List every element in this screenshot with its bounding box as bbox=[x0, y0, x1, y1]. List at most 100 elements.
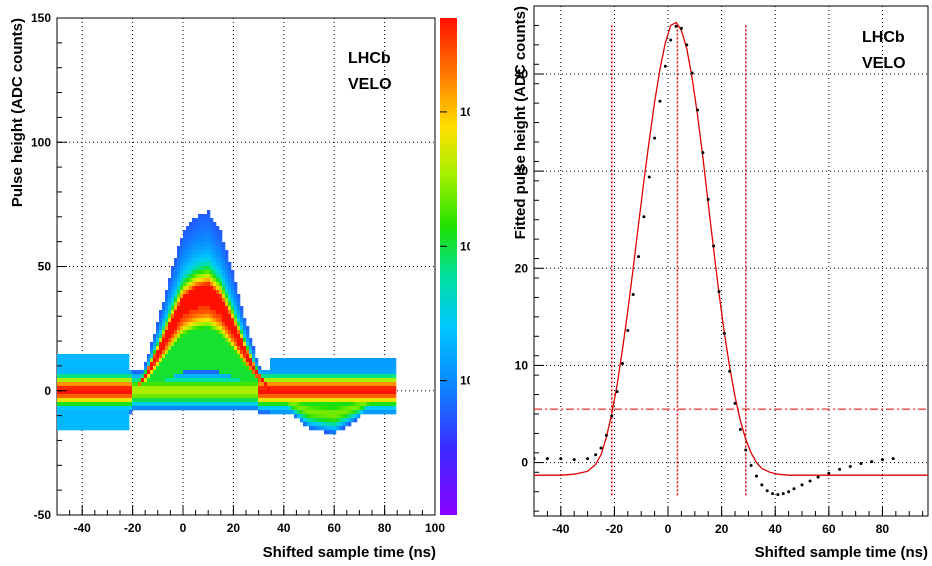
heatmap-cell bbox=[171, 378, 175, 383]
heatmap-cell bbox=[189, 326, 193, 331]
heatmap-cell bbox=[195, 270, 199, 275]
heatmap-cell bbox=[273, 386, 277, 391]
heatmap-cell bbox=[180, 298, 184, 303]
heatmap-cell bbox=[390, 370, 394, 375]
heatmap-cell bbox=[198, 286, 202, 291]
heatmap-cell bbox=[153, 362, 157, 367]
heatmap-cell bbox=[75, 358, 79, 363]
heatmap-cell bbox=[171, 342, 175, 347]
heatmap-cell bbox=[213, 290, 217, 295]
heatmap-cell bbox=[225, 374, 229, 379]
heatmap-cell bbox=[198, 334, 202, 339]
heatmap-cell bbox=[183, 310, 187, 315]
heatmap-cell bbox=[198, 230, 202, 235]
heatmap-cell bbox=[306, 418, 310, 423]
heatmap-cell bbox=[210, 258, 214, 263]
data-point bbox=[848, 464, 852, 468]
heatmap-cell bbox=[93, 406, 97, 411]
heatmap-cell bbox=[90, 422, 94, 427]
heatmap-cell bbox=[180, 286, 184, 291]
heatmap-cell bbox=[201, 362, 205, 367]
heatmap-cell bbox=[90, 354, 94, 359]
heatmap-cell bbox=[186, 230, 190, 235]
data-point bbox=[838, 467, 842, 471]
heatmap-cell bbox=[87, 406, 91, 411]
heatmap-cell bbox=[204, 226, 208, 231]
heatmap-cell bbox=[162, 338, 166, 343]
heatmap-cell bbox=[186, 306, 190, 311]
heatmap-cell bbox=[156, 402, 160, 407]
heatmap-cell bbox=[177, 262, 181, 267]
heatmap-cell bbox=[363, 406, 367, 411]
heatmap-cell bbox=[180, 270, 184, 275]
heatmap-cell bbox=[393, 406, 397, 411]
heatmap-cell bbox=[249, 374, 253, 379]
heatmap-cell bbox=[336, 362, 340, 367]
heatmap-cell bbox=[276, 410, 280, 415]
heatmap-cell bbox=[264, 386, 268, 391]
heatmap-cell bbox=[165, 330, 169, 335]
heatmap-cell bbox=[210, 378, 214, 383]
heatmap-cell bbox=[210, 262, 214, 267]
heatmap-cell bbox=[228, 402, 232, 407]
heatmap-cell bbox=[231, 398, 235, 403]
heatmap-cell bbox=[201, 270, 205, 275]
heatmap-cell bbox=[192, 286, 196, 291]
heatmap-cell bbox=[177, 294, 181, 299]
heatmap-cell bbox=[207, 306, 211, 311]
heatmap-cell bbox=[168, 406, 172, 411]
heatmap-cell bbox=[168, 298, 172, 303]
heatmap-cell bbox=[180, 310, 184, 315]
heatmap-cell bbox=[204, 402, 208, 407]
heatmap-cell bbox=[318, 406, 322, 411]
heatmap-cell bbox=[96, 370, 100, 375]
heatmap-cell bbox=[315, 378, 319, 383]
heatmap-cell bbox=[78, 414, 82, 419]
heatmap-cell bbox=[237, 314, 241, 319]
heatmap-cell bbox=[348, 390, 352, 395]
heatmap-cell bbox=[111, 414, 115, 419]
heatmap-cell bbox=[345, 402, 349, 407]
heatmap-cell bbox=[120, 358, 124, 363]
heatmap-cell bbox=[210, 238, 214, 243]
heatmap-cell bbox=[120, 410, 124, 415]
heatmap-cell bbox=[192, 274, 196, 279]
heatmap-cell bbox=[126, 406, 130, 411]
heatmap-cell bbox=[354, 418, 358, 423]
heatmap-cell bbox=[318, 410, 322, 415]
series bbox=[534, 21, 928, 497]
heatmap-cell bbox=[336, 410, 340, 415]
heatmap-cell bbox=[243, 358, 247, 363]
heatmap-cell bbox=[150, 350, 154, 355]
heatmap-cell bbox=[348, 422, 352, 427]
heatmap-cell bbox=[177, 278, 181, 283]
heatmap-cell bbox=[249, 342, 253, 347]
heatmap-cell bbox=[327, 430, 331, 435]
heatmap-cell bbox=[93, 402, 97, 407]
heatmap-cell bbox=[189, 318, 193, 323]
heatmap-cell bbox=[159, 358, 163, 363]
heatmap-cell bbox=[210, 374, 214, 379]
heatmap-cell bbox=[360, 382, 364, 387]
heatmap-cell bbox=[57, 366, 61, 371]
heatmap-cell bbox=[102, 374, 106, 379]
heatmap-cell bbox=[303, 374, 307, 379]
heatmap-cell bbox=[150, 394, 154, 399]
heatmap-cell bbox=[189, 398, 193, 403]
heatmap-cell bbox=[321, 374, 325, 379]
heatmap-cell bbox=[186, 346, 190, 351]
heatmap-cell bbox=[69, 414, 73, 419]
heatmap-cell bbox=[213, 394, 217, 399]
heatmap-cell bbox=[372, 374, 376, 379]
heatmap-cell bbox=[234, 394, 238, 399]
heatmap-cell bbox=[255, 366, 259, 371]
heatmap-cell bbox=[210, 322, 214, 327]
heatmap-cell bbox=[183, 374, 187, 379]
heatmap-cell bbox=[225, 334, 229, 339]
heatmap-cell bbox=[201, 302, 205, 307]
heatmap-cell bbox=[213, 258, 217, 263]
heatmap-cell bbox=[381, 382, 385, 387]
heatmap-cell bbox=[183, 394, 187, 399]
heatmap-cell bbox=[231, 354, 235, 359]
heatmap-cell bbox=[360, 402, 364, 407]
